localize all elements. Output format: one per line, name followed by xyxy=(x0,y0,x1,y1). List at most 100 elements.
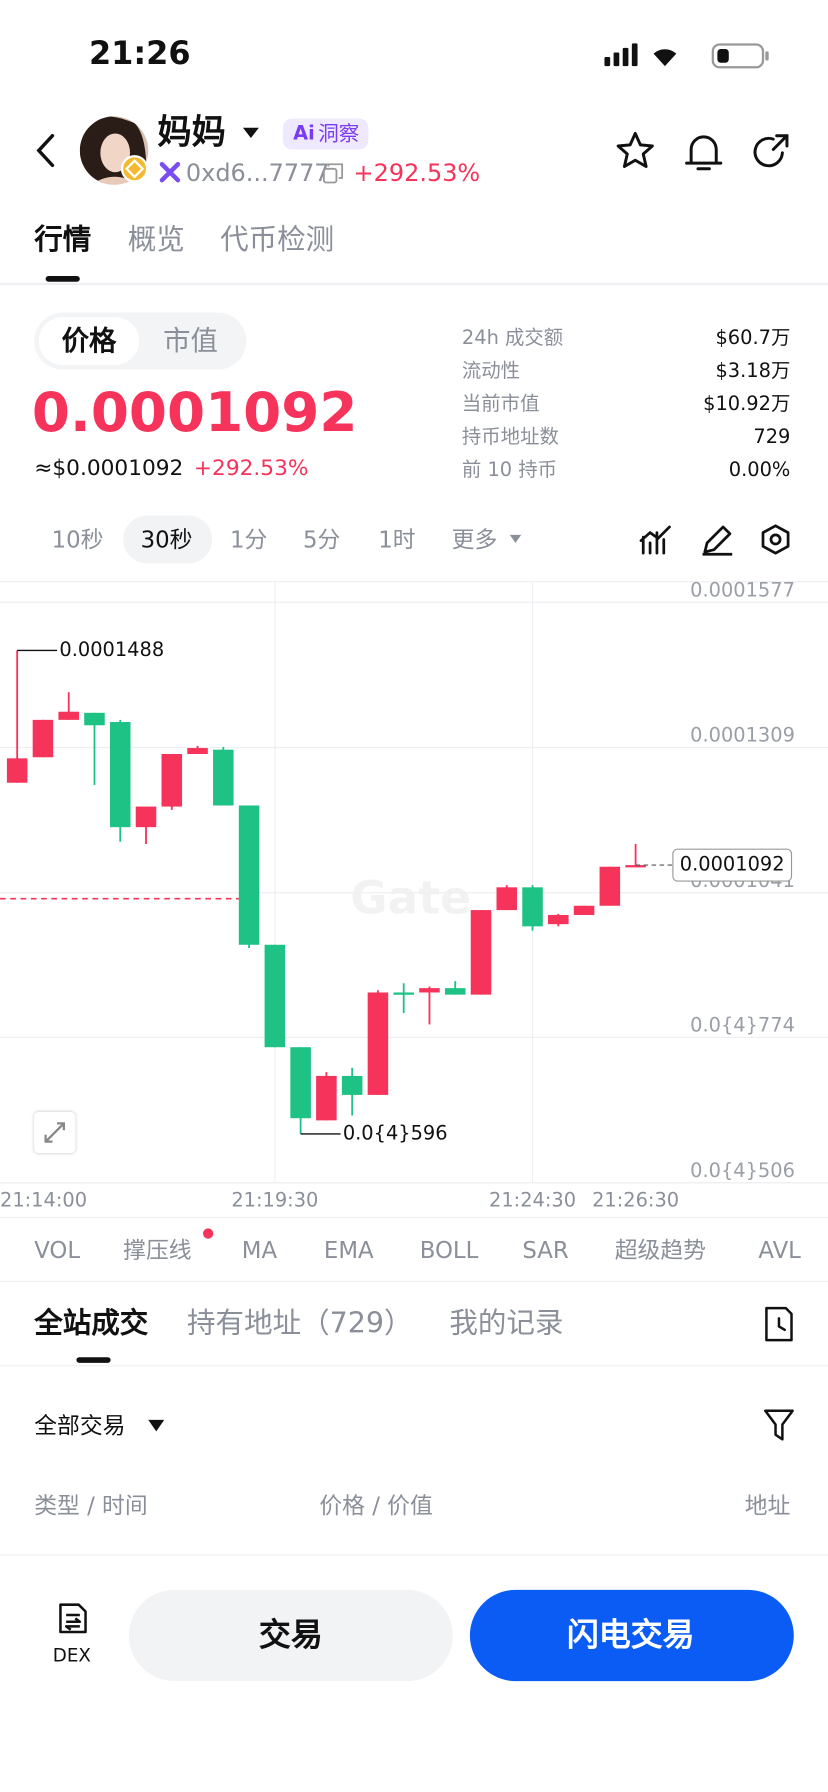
history-button[interactable] xyxy=(763,1306,795,1342)
chain-icon xyxy=(159,161,181,183)
candle-body xyxy=(213,749,234,806)
annotation-label: 0.0001488 xyxy=(59,638,164,661)
stat-value: 0.00% xyxy=(728,459,791,482)
trade-tab[interactable]: 持有地址（729） xyxy=(187,1306,413,1340)
trade-filter[interactable]: 全部交易 xyxy=(34,1411,126,1440)
tab[interactable]: 代币检测 xyxy=(220,222,335,257)
token-avatar xyxy=(79,116,149,185)
timeframe[interactable]: 更多 xyxy=(451,525,498,554)
divider xyxy=(0,1365,828,1367)
timeframe[interactable]: 10秒 xyxy=(51,525,104,554)
candle-body xyxy=(32,719,54,758)
trade-tab[interactable]: 我的记录 xyxy=(449,1306,564,1340)
toggle-option[interactable]: 市值 xyxy=(163,325,218,357)
usd-change: +292.53% xyxy=(193,455,309,481)
stat-label: 前 10 持币 xyxy=(461,459,558,482)
timeframe[interactable]: 5分 xyxy=(302,525,341,554)
ai-badge-text: 洞察 xyxy=(318,122,360,146)
indicator[interactable]: BOLL xyxy=(419,1236,479,1264)
ai-badge-icon: Ai xyxy=(293,122,315,146)
tab[interactable]: 行情 xyxy=(34,222,92,257)
indicator[interactable]: AVL xyxy=(758,1236,801,1264)
trade-button-label[interactable]: 交易 xyxy=(258,1616,323,1654)
trade-tab[interactable]: 全站成交 xyxy=(34,1306,149,1340)
watermark: Gate xyxy=(350,871,471,924)
stat-value: $60.7万 xyxy=(715,326,791,350)
candle-body xyxy=(625,865,646,868)
toggle-active xyxy=(38,317,140,365)
candle-body xyxy=(316,1075,337,1121)
timeframe[interactable]: 30秒 xyxy=(140,525,193,554)
token-change: +292.53% xyxy=(353,159,481,187)
last-price-label: 0.0001092 xyxy=(680,853,785,876)
dex-icon[interactable] xyxy=(56,1601,90,1635)
indicator[interactable]: 撑压线 xyxy=(123,1236,192,1264)
candle-body xyxy=(264,944,286,1048)
chart-tools[interactable] xyxy=(639,522,793,556)
token-name[interactable]: 妈妈 xyxy=(157,112,226,153)
y-tick-label: 0.0{4}506 xyxy=(690,1159,795,1182)
status-time: 21:26 xyxy=(88,34,191,72)
stat-label: 持币地址数 xyxy=(461,425,559,449)
ai-badge[interactable]: Ai 洞察 xyxy=(282,118,369,150)
candle-body xyxy=(444,988,466,995)
price: 0.0001092 xyxy=(31,380,358,445)
timeframe[interactable]: 1分 xyxy=(229,525,268,554)
tab[interactable]: 概览 xyxy=(127,222,185,257)
candle-body xyxy=(109,722,131,828)
y-tick-label: 0.0{4}774 xyxy=(690,1014,795,1037)
token-address: 0xd6...7777 xyxy=(185,159,330,187)
candle-body xyxy=(393,992,414,995)
column-header: 类型 / 时间 xyxy=(34,1491,148,1520)
candle-body xyxy=(470,910,492,995)
indicator[interactable]: VOL xyxy=(34,1236,81,1264)
stat-value: $10.92万 xyxy=(703,392,791,416)
candle-body xyxy=(599,866,621,906)
candle-body xyxy=(548,914,569,925)
candle-body xyxy=(84,712,105,726)
candle-body xyxy=(238,805,260,945)
timeframe-active xyxy=(123,515,213,564)
candle-body xyxy=(367,992,389,1095)
x-tick-label: 21:19:30 xyxy=(231,1188,318,1211)
candle-body xyxy=(573,905,595,915)
x-tick-label: 21:14:00 xyxy=(0,1188,87,1211)
indicator[interactable]: SAR xyxy=(522,1236,569,1264)
trade-button[interactable] xyxy=(128,1589,453,1682)
candle-body xyxy=(135,806,157,828)
candle-body xyxy=(419,988,440,993)
fullscreen-button[interactable] xyxy=(34,1111,76,1154)
y-tick-label: 0.0001309 xyxy=(690,724,795,747)
filter-caret xyxy=(148,1419,165,1432)
flash-trade-label[interactable]: 闪电交易 xyxy=(566,1616,695,1654)
stat-label: 流动性 xyxy=(461,359,521,383)
dex-label[interactable]: DEX xyxy=(52,1644,91,1667)
header-actions xyxy=(616,131,789,171)
indicator[interactable]: 超级趋势 xyxy=(614,1236,706,1264)
divider xyxy=(0,1554,828,1556)
column-header: 价格 / 价值 xyxy=(319,1491,433,1520)
funnel-button[interactable] xyxy=(763,1409,795,1443)
indicator[interactable]: EMA xyxy=(323,1236,374,1264)
candle-body xyxy=(187,748,208,755)
toggle-option[interactable]: 价格 xyxy=(61,325,117,357)
indicator[interactable]: MA xyxy=(241,1236,278,1264)
x-tick-label: 21:26:30 xyxy=(592,1188,679,1211)
stat-label: 当前市值 xyxy=(461,392,540,416)
more-caret xyxy=(509,534,522,543)
candle-body xyxy=(290,1047,311,1119)
flash-trade-button[interactable] xyxy=(469,1589,794,1682)
tab-underline xyxy=(76,1357,111,1363)
annotation-label: 0.0{4}596 xyxy=(343,1121,448,1144)
column-header: 地址 xyxy=(744,1491,791,1520)
divider xyxy=(0,282,828,286)
timeframe[interactable]: 1时 xyxy=(378,525,416,554)
back-button[interactable] xyxy=(32,132,59,168)
divider xyxy=(0,1280,828,1282)
token-dropdown[interactable] xyxy=(242,127,260,141)
candle-body xyxy=(496,887,518,911)
candle-body xyxy=(161,754,183,807)
copy-button[interactable] xyxy=(322,163,344,184)
